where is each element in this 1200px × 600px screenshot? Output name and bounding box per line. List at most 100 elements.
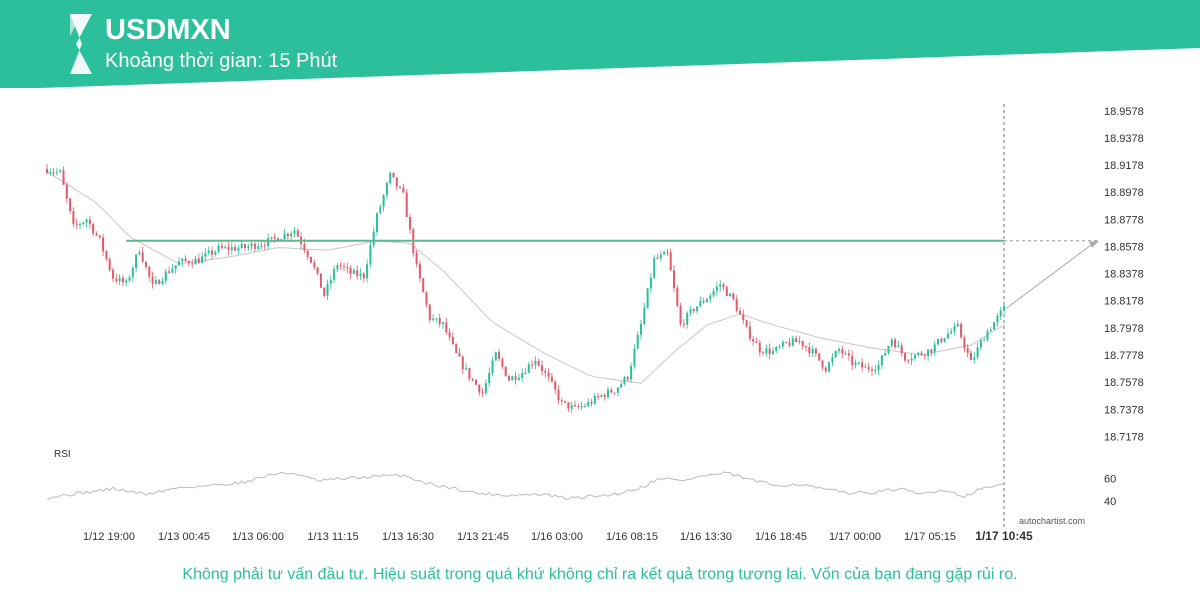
candle-body — [729, 293, 732, 296]
candle-body — [62, 170, 65, 185]
candle-body — [141, 252, 144, 262]
candle-body — [798, 340, 801, 343]
candle-body — [240, 244, 243, 248]
candle-body — [672, 270, 676, 288]
moving-average-series — [46, 171, 1005, 384]
x-tick-label: 1/17 00:00 — [829, 531, 881, 543]
candle-body — [257, 246, 260, 249]
candle-body — [993, 322, 996, 330]
candle-body — [220, 245, 223, 248]
candle-body — [620, 384, 623, 388]
candle-body — [118, 277, 121, 282]
brand-logo-shade — [70, 14, 82, 36]
candle-body — [144, 261, 148, 267]
candle-body — [577, 406, 580, 408]
candle-body — [181, 258, 184, 262]
candle-body — [639, 323, 643, 335]
candle-body — [692, 309, 695, 312]
candle-body — [828, 362, 831, 372]
candle-body — [590, 401, 593, 404]
candle-body — [742, 314, 745, 321]
candle-body — [346, 267, 349, 269]
candle-body — [511, 376, 514, 381]
candle-body — [917, 353, 920, 355]
candle-body — [887, 345, 890, 354]
candle-body — [49, 172, 52, 174]
candle-body — [372, 231, 375, 246]
candle-body — [966, 348, 969, 353]
candle-body — [544, 371, 547, 373]
candle-body — [534, 360, 537, 365]
candle-body — [128, 277, 131, 281]
candle-body — [445, 322, 448, 333]
candle-body — [382, 195, 385, 207]
candle-body — [111, 270, 115, 279]
candle-body — [738, 310, 742, 315]
candle-body — [230, 247, 233, 250]
projection-arrowhead — [1089, 240, 1099, 248]
candle-body — [247, 246, 250, 248]
candle-body — [999, 310, 1002, 316]
candle-body — [894, 339, 897, 348]
candle-body — [781, 341, 784, 347]
candle-body — [210, 250, 214, 255]
candle-body — [458, 352, 461, 357]
y-tick-label: 18.7378 — [1104, 404, 1144, 416]
candle-body — [801, 340, 804, 347]
candle-body — [623, 377, 626, 385]
candle-body — [884, 353, 887, 356]
candle-body — [402, 187, 405, 193]
candle-body — [630, 366, 633, 380]
y-tick-label: 18.9578 — [1104, 106, 1144, 118]
candle-body — [174, 265, 177, 269]
candle-body — [960, 324, 963, 338]
x-tick-label: 1/17 10:45 — [975, 529, 1033, 543]
candle-body — [913, 354, 916, 359]
x-tick-label: 1/13 21:45 — [457, 531, 509, 543]
candle-body — [748, 326, 751, 339]
candle-body — [253, 243, 256, 249]
candle-body — [504, 366, 507, 377]
y-tick-label: 18.9178 — [1104, 160, 1144, 172]
candle-body — [399, 186, 402, 188]
y-tick-label: 18.8578 — [1104, 241, 1144, 253]
candle-body — [600, 394, 603, 397]
candle-body — [606, 389, 610, 398]
candle-body — [900, 345, 903, 354]
candle-body — [821, 360, 824, 368]
x-tick-label: 1/17 05:15 — [904, 531, 956, 543]
x-tick-label: 1/16 13:30 — [680, 531, 732, 543]
candle-body — [217, 245, 220, 252]
candle-body — [973, 357, 976, 361]
y-tick-label: 18.8378 — [1104, 269, 1144, 281]
candle-body — [554, 381, 557, 390]
candle-body — [224, 246, 227, 248]
candle-body — [102, 237, 105, 252]
x-tick-label: 1/13 06:00 — [232, 531, 284, 543]
candle-body — [679, 305, 682, 324]
candle-body — [785, 341, 788, 343]
candle-body — [75, 223, 78, 225]
candle-body — [105, 251, 108, 259]
candle-body — [465, 368, 468, 370]
candle-body — [933, 344, 936, 353]
candle-body — [983, 339, 986, 341]
candle-body — [59, 170, 62, 172]
candle-body — [201, 256, 204, 263]
candle-body — [283, 233, 286, 240]
candle-body — [696, 306, 699, 312]
candle-body — [986, 331, 989, 340]
candle-body — [478, 384, 481, 393]
candle-body — [940, 338, 943, 342]
x-tick-label: 1/13 00:45 — [158, 531, 210, 543]
candle-body — [953, 326, 956, 332]
candle-body — [329, 279, 332, 284]
candle-body — [138, 252, 141, 255]
y-tick-label: 18.8978 — [1104, 187, 1144, 199]
candle-body — [507, 376, 511, 381]
candle-body — [385, 183, 388, 196]
candle-body — [923, 354, 926, 357]
candle-body — [712, 290, 715, 296]
candle-body — [735, 299, 738, 311]
candle-body — [428, 304, 431, 321]
